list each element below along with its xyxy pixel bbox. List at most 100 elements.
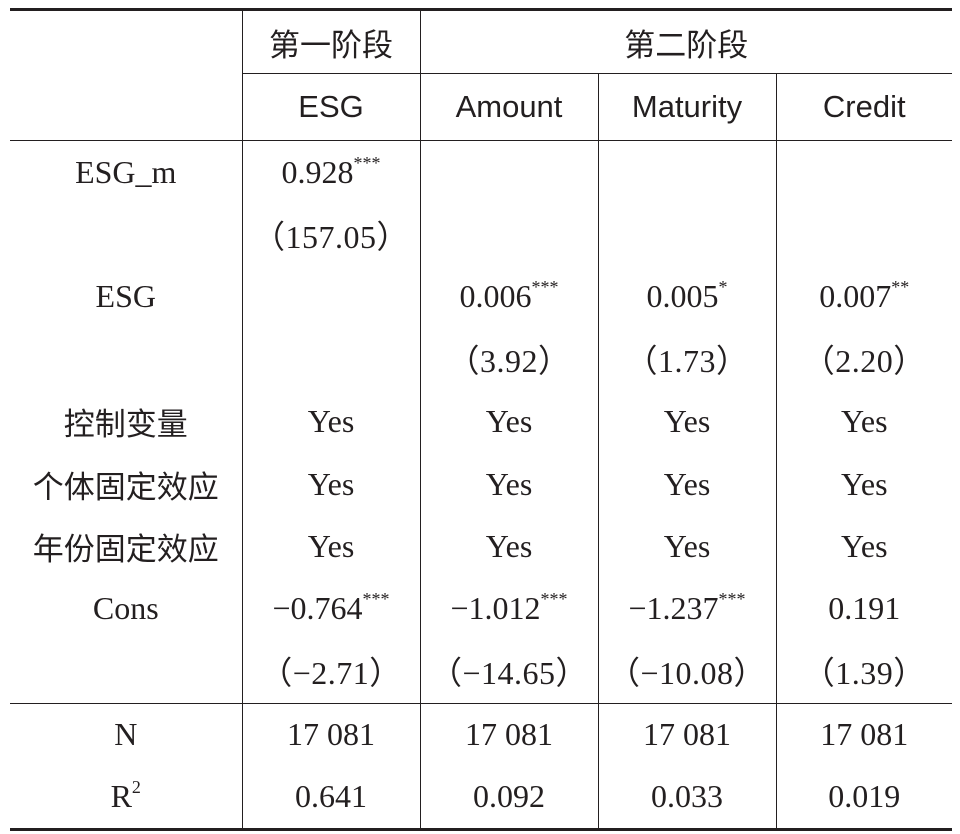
regression-table: 第一阶段 第二阶段 ESG Amount Maturity Credit ESG… [10,8,952,831]
cell-value: Yes [485,403,533,440]
cell-value: −1.012 [450,590,541,627]
footer-label: R2 [10,765,242,831]
table-row: ESG_m 0.928*** [10,140,952,204]
cell-value: −0.764 [272,590,363,627]
footer-cell: 0.092 [419,765,598,831]
cell-value: 0.006 [459,278,532,315]
table-row: 控制变量 Yes Yes Yes Yes [10,390,952,453]
row-label: Cons [92,590,159,627]
table-cell: Yes [241,515,420,578]
table-cell: 0.928*** [241,140,420,204]
footer-label-text: N [114,716,138,753]
cell-value: （−2.71） [260,655,402,692]
table-cell: Yes [419,515,598,578]
footer-row: N 17 081 17 081 17 081 17 081 [10,702,952,766]
footer-cell: 0.033 [597,765,776,831]
footer-label-sup: 2 [131,777,141,798]
cell-value: （1.73） [625,343,749,380]
table-row: （−2.71） （−14.65） （−10.08） （1.39） [10,640,952,704]
cell-value: Yes [485,528,533,565]
table-cell: Yes [775,390,952,453]
footer-row: R2 0.641 0.092 0.033 0.019 [10,765,952,831]
table-cell [241,328,420,391]
row-label: ESG_m [75,153,177,190]
table-cell: Yes [775,452,952,516]
cell-value: Yes [840,528,888,565]
row-label: ESG [95,278,156,315]
footer-cell: 17 081 [241,702,420,766]
cell-value: Yes [307,465,355,502]
table-cell [597,140,776,204]
table-cell: Yes [597,452,776,516]
cell-value: Yes [307,528,355,565]
row-label [10,328,242,390]
table-row: （3.92） （1.73） （2.20） [10,328,952,391]
table-cell: 0.006*** [419,265,598,329]
stage2-header: 第二阶段 [419,8,952,74]
table-cell: 0.191 [775,577,952,641]
row-label: 控制变量 [63,407,188,444]
cell-value: 0.191 [828,590,901,627]
table-cell [775,203,952,266]
significance-stars: * [718,277,728,298]
table-cell [241,265,420,329]
table-cell: （−2.71） [241,640,420,704]
cell-value: （2.20） [802,343,926,380]
table-cell: −1.237*** [597,577,776,641]
table-row: Cons −0.764*** −1.012*** −1.237*** 0.191 [10,577,952,641]
table-cell [775,140,952,204]
significance-stars: *** [362,589,390,610]
cell-value: Yes [663,403,711,440]
table-cell: Yes [241,452,420,516]
footer-cell: 0.019 [775,765,952,831]
cell-value: （3.92） [447,343,571,380]
table-cell [419,140,598,204]
table-cell: （157.05） [241,203,420,266]
significance-stars: *** [540,589,568,610]
table-cell: Yes [419,390,598,453]
footer-label: N [10,702,242,766]
col-header-maturity: Maturity [597,73,776,141]
col-header-credit: Credit [775,73,952,141]
table-row: ESG 0.006*** 0.005* 0.007** [10,265,952,329]
cell-value: Yes [663,465,711,502]
significance-stars: ** [891,277,910,298]
row-label: 年份固定效应 [32,532,219,569]
corner-cell [10,8,242,141]
table-cell: −1.012*** [419,577,598,641]
cell-value: 0.928 [281,153,354,190]
cell-value: 0.007 [819,278,892,315]
table-cell: （−14.65） [419,640,598,704]
table-cell: 0.005* [597,265,776,329]
cell-value: Yes [663,528,711,565]
table-cell: Yes [597,515,776,578]
footer-cell: 17 081 [775,702,952,766]
table-cell: −0.764*** [241,577,420,641]
table-cell: Yes [419,452,598,516]
table-cell: （2.20） [775,328,952,391]
cell-value: Yes [840,465,888,502]
col-header-esg: ESG [241,73,420,141]
row-label [10,640,242,703]
cell-value: 0.005 [646,278,719,315]
table-cell [597,203,776,266]
cell-value: Yes [307,403,355,440]
cell-value: −1.237 [628,590,719,627]
header-row-stages: 第一阶段 第二阶段 [10,8,952,141]
significance-stars: *** [353,152,381,173]
cell-value: （1.39） [802,655,926,692]
table-row: 个体固定效应 Yes Yes Yes Yes [10,452,952,516]
significance-stars: *** [718,589,746,610]
row-label: 个体固定效应 [32,469,219,506]
significance-stars: *** [531,277,559,298]
footer-label-text: R [110,778,132,815]
table-cell: Yes [775,515,952,578]
footer-cell: 17 081 [419,702,598,766]
table-cell: （−10.08） [597,640,776,704]
footer-cell: 17 081 [597,702,776,766]
table-cell [419,203,598,266]
header-row-columns: ESG Amount Maturity Credit [10,73,952,141]
table-cell: Yes [597,390,776,453]
footer-cell: 0.641 [241,765,420,831]
table-cell: Yes [241,390,420,453]
